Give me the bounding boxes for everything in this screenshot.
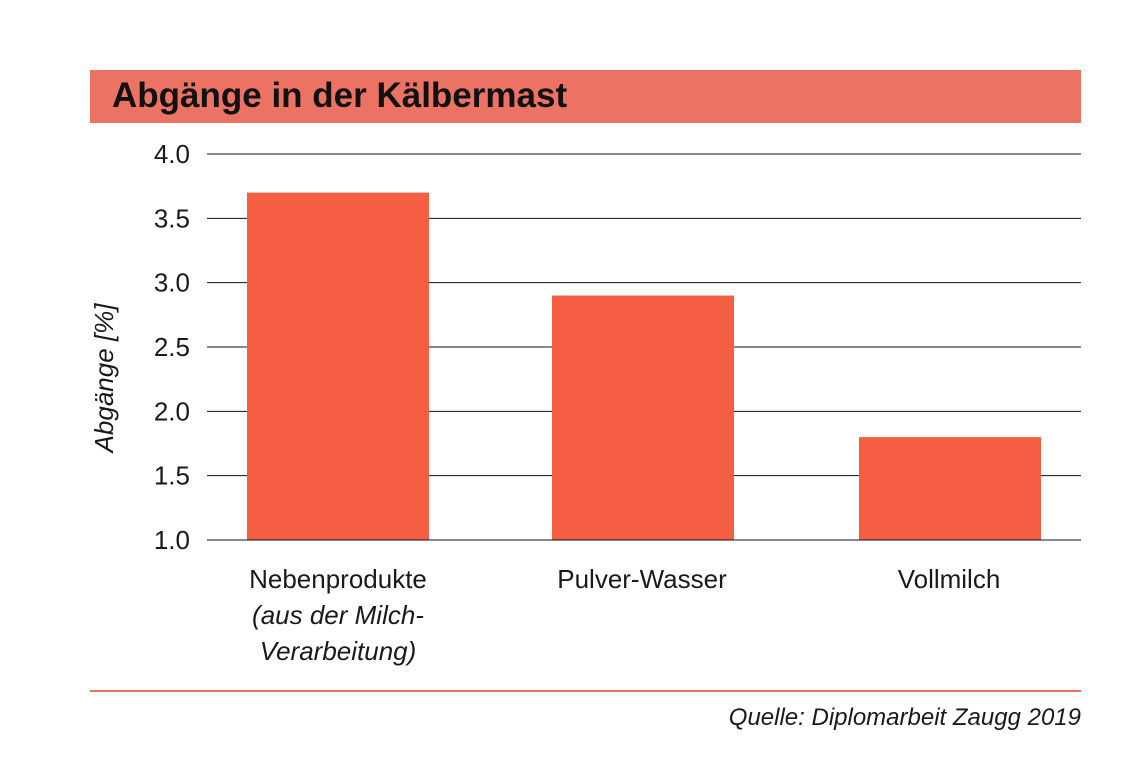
category-label-vollmilch: Vollmilch	[819, 561, 1079, 597]
category-label-pulver-wasser: Pulver-Wasser	[512, 561, 772, 597]
y-axis-label: Abgänge [%]	[89, 303, 119, 455]
title-bar: Abgänge in der Kälbermast	[90, 70, 1081, 123]
y-tick-labels: 1.0 1.5 2.0 2.5 3.0 3.5 4.0	[154, 139, 190, 555]
bar-pulver-wasser	[552, 295, 734, 540]
y-tick-label: 1.5	[154, 461, 190, 491]
y-tick-label: 3.0	[154, 268, 190, 298]
source-note: Quelle: Diplomarbeit Zaugg 2019	[728, 704, 1081, 731]
y-tick-label: 3.5	[154, 203, 190, 233]
category-label-text: Pulver-Wasser	[557, 564, 727, 594]
y-tick-label: 2.5	[154, 332, 190, 362]
chart-title: Abgänge in der Kälbermast	[112, 76, 568, 115]
category-label-text: Nebenprodukte	[249, 564, 427, 594]
y-tick-label: 4.0	[154, 139, 190, 169]
category-label-text: Vollmilch	[897, 564, 1001, 594]
bar-vollmilch	[859, 437, 1041, 540]
bars	[207, 192, 1081, 541]
category-sublabel: Verarbeitung)	[259, 636, 417, 666]
y-tick-label: 2.0	[154, 396, 190, 426]
y-tick-label: 1.0	[154, 525, 190, 555]
bar-nebenprodukte	[247, 192, 429, 540]
source-divider	[90, 690, 1081, 692]
category-label-nebenprodukte: Nebenprodukte (aus der Milch- Verarbeitu…	[208, 561, 468, 669]
category-sublabel: (aus der Milch-	[252, 600, 424, 630]
